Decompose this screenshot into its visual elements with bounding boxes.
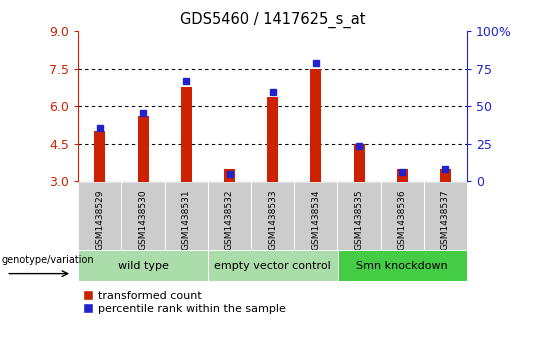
- Bar: [78, 182, 122, 250]
- Bar: [338, 250, 467, 281]
- Text: GSM1438534: GSM1438534: [312, 190, 320, 250]
- Bar: [165, 182, 208, 250]
- Text: GSM1438531: GSM1438531: [182, 190, 191, 250]
- Bar: [138, 116, 148, 182]
- Bar: [354, 144, 364, 182]
- Bar: [424, 182, 467, 250]
- Bar: [78, 250, 208, 281]
- Text: empty vector control: empty vector control: [214, 261, 331, 271]
- Text: GSM1438530: GSM1438530: [139, 190, 147, 250]
- Text: Smn knockdown: Smn knockdown: [356, 261, 448, 271]
- Bar: [310, 69, 321, 182]
- Bar: [94, 131, 105, 182]
- Text: GSM1438536: GSM1438536: [398, 190, 407, 250]
- Bar: [381, 182, 424, 250]
- Title: GDS5460 / 1417625_s_at: GDS5460 / 1417625_s_at: [180, 12, 366, 28]
- Bar: [251, 182, 294, 250]
- Bar: [267, 97, 278, 182]
- Bar: [208, 250, 338, 281]
- Bar: [397, 170, 408, 182]
- Bar: [224, 170, 235, 182]
- Bar: [208, 182, 251, 250]
- Text: GSM1438532: GSM1438532: [225, 190, 234, 250]
- Text: wild type: wild type: [118, 261, 168, 271]
- Bar: [181, 87, 192, 182]
- Bar: [440, 170, 451, 182]
- Text: GSM1438535: GSM1438535: [355, 190, 363, 250]
- Bar: [122, 182, 165, 250]
- Legend: transformed count, percentile rank within the sample: transformed count, percentile rank withi…: [84, 290, 286, 314]
- Bar: [338, 182, 381, 250]
- Text: GSM1438529: GSM1438529: [96, 190, 104, 250]
- Text: genotype/variation: genotype/variation: [2, 255, 94, 265]
- Text: GSM1438537: GSM1438537: [441, 190, 450, 250]
- Text: GSM1438533: GSM1438533: [268, 190, 277, 250]
- Bar: [294, 182, 338, 250]
